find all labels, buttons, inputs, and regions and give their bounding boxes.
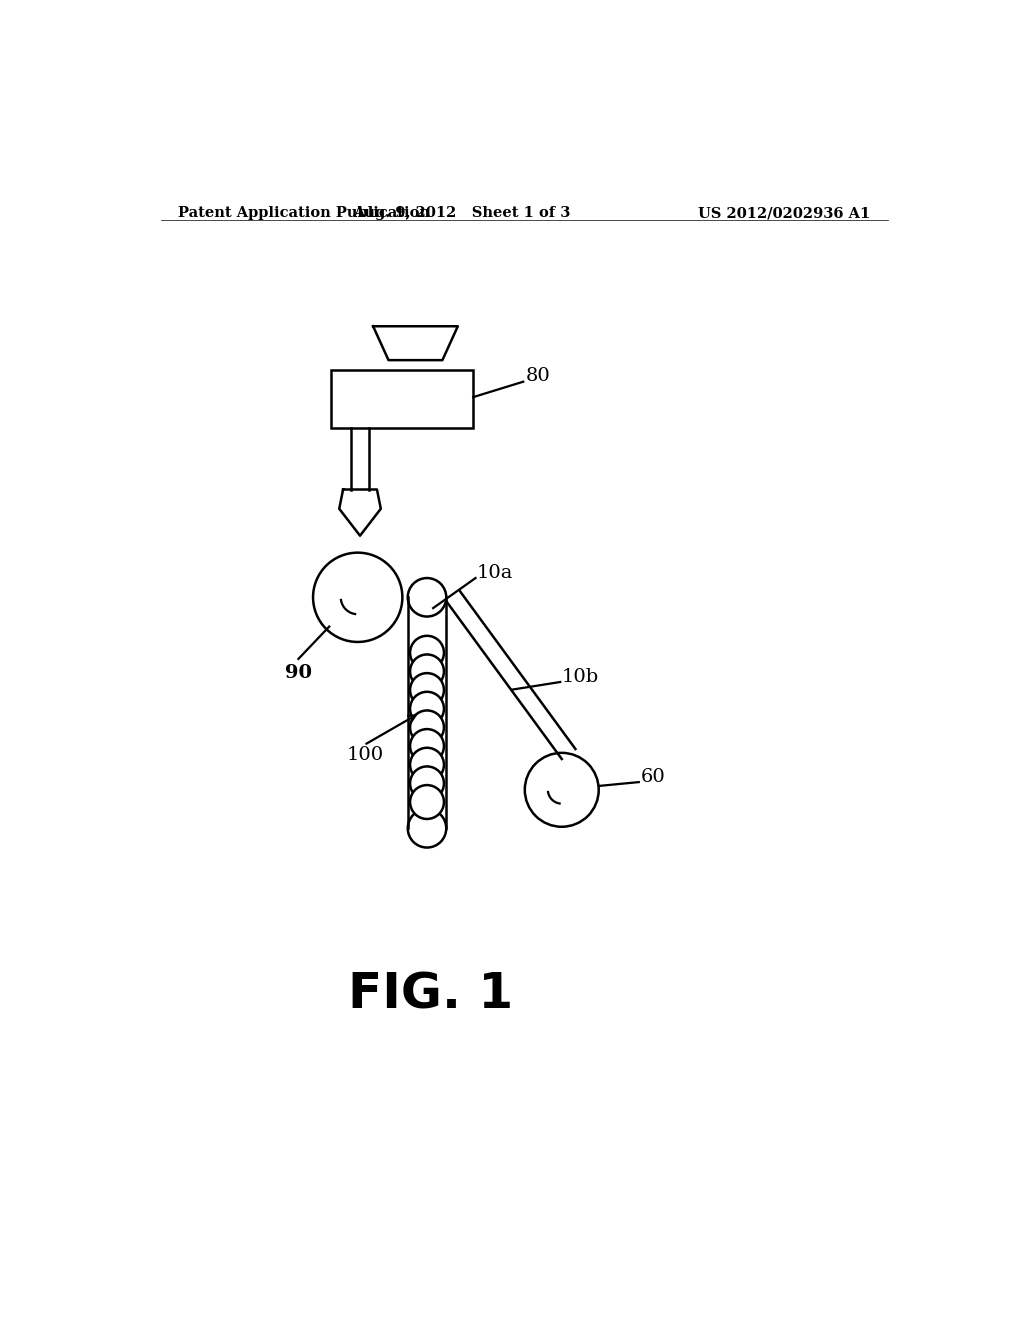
Circle shape: [410, 747, 444, 781]
Text: 80: 80: [525, 367, 550, 385]
Text: FIG. 1: FIG. 1: [348, 970, 513, 1019]
Circle shape: [410, 636, 444, 669]
Circle shape: [524, 752, 599, 826]
Circle shape: [410, 729, 444, 763]
Circle shape: [410, 673, 444, 708]
Text: Patent Application Publication: Patent Application Publication: [178, 206, 430, 220]
Text: US 2012/0202936 A1: US 2012/0202936 A1: [697, 206, 869, 220]
Circle shape: [410, 655, 444, 688]
Circle shape: [410, 767, 444, 800]
Circle shape: [410, 692, 444, 726]
Text: 60: 60: [640, 768, 665, 785]
Text: 10b: 10b: [562, 668, 599, 685]
Text: 100: 100: [346, 746, 383, 764]
Circle shape: [410, 710, 444, 744]
Text: 10a: 10a: [477, 564, 513, 582]
Circle shape: [410, 785, 444, 818]
Circle shape: [313, 553, 402, 642]
Text: 90: 90: [285, 664, 311, 681]
Bar: [331, 370, 473, 428]
Text: Aug. 9, 2012   Sheet 1 of 3: Aug. 9, 2012 Sheet 1 of 3: [353, 206, 570, 220]
Circle shape: [408, 809, 446, 847]
Circle shape: [408, 578, 446, 616]
